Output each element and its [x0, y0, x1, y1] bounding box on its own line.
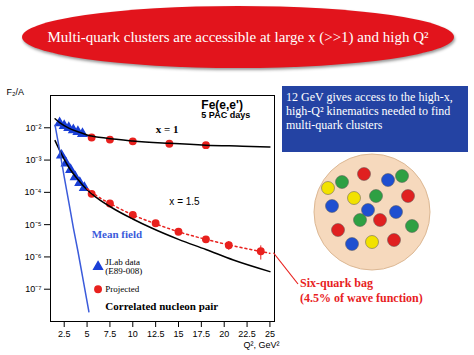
svg-text:x = 1.5: x = 1.5	[169, 196, 200, 207]
svg-text:5: 5	[85, 329, 90, 339]
html-text:(4.5% of wave function): (4.5% of wave function)	[300, 291, 423, 305]
svg-text:10⁻³: 10⁻³	[25, 155, 41, 165]
svg-text:17.5: 17.5	[193, 329, 211, 339]
svg-text:2.5: 2.5	[58, 329, 71, 339]
svg-text:25: 25	[265, 329, 275, 339]
html-text:Six-quark bag: Six-quark bag	[300, 276, 373, 290]
svg-text:10: 10	[128, 329, 138, 339]
svg-text:Mean field: Mean field	[92, 228, 142, 240]
svg-text:Projected: Projected	[105, 284, 139, 294]
svg-text:F₂/A: F₂/A	[7, 87, 25, 97]
svg-text:22.5: 22.5	[238, 329, 256, 339]
svg-text:20: 20	[219, 329, 229, 339]
svg-text:x = 1: x = 1	[156, 123, 179, 135]
svg-text:Fe(e,e'): Fe(e,e')	[201, 98, 243, 113]
svg-text:10⁻⁴: 10⁻⁴	[25, 187, 42, 197]
svg-text:Q², GeV²: Q², GeV²	[243, 340, 279, 350]
svg-text:10⁻⁷: 10⁻⁷	[25, 284, 41, 294]
html-text:Multi-quark clusters are acces: Multi-quark clusters are accessible at l…	[47, 28, 429, 45]
svg-text:Correlated nucleon pair: Correlated nucleon pair	[105, 300, 218, 312]
svg-text:15: 15	[173, 329, 183, 339]
svg-text:5 PAC days: 5 PAC days	[201, 110, 250, 120]
svg-text:10⁻⁶: 10⁻⁶	[25, 252, 42, 262]
svg-text:7.5: 7.5	[104, 329, 117, 339]
html-text:12 GeV gives access to the hig: 12 GeV gives access to the high-x, high-…	[286, 90, 453, 132]
svg-text:10⁻²: 10⁻²	[25, 123, 41, 133]
svg-text:JLab data(E89-008): JLab data(E89-008)	[105, 257, 142, 276]
svg-text:10⁻⁵: 10⁻⁵	[25, 220, 42, 230]
svg-text:12.5: 12.5	[147, 329, 165, 339]
